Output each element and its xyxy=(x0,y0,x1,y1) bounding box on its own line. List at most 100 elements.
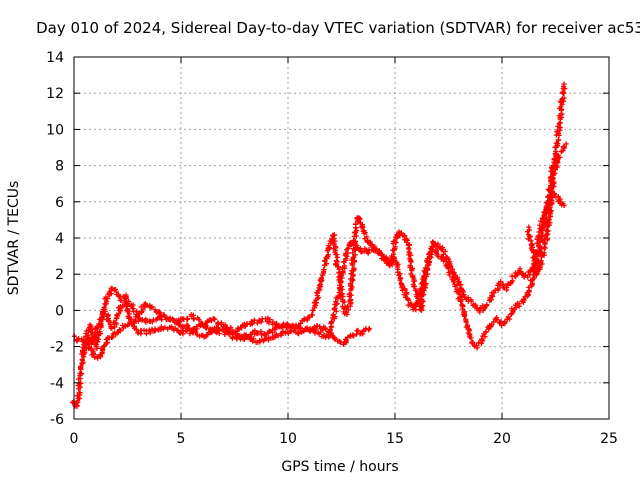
data-point xyxy=(431,243,438,249)
data-point xyxy=(191,316,197,322)
series-track-c xyxy=(79,81,568,361)
data-point xyxy=(329,318,335,325)
data-point xyxy=(549,189,555,195)
data-point xyxy=(135,318,141,324)
data-point xyxy=(391,247,397,253)
data-point xyxy=(397,277,403,283)
data-point xyxy=(384,258,391,264)
data-point xyxy=(554,155,560,161)
data-point xyxy=(524,229,531,235)
data-point xyxy=(337,285,344,291)
data-point xyxy=(337,339,344,345)
data-point xyxy=(213,324,220,330)
data-point xyxy=(468,298,474,304)
data-point xyxy=(502,320,508,326)
data-point xyxy=(558,106,565,112)
data-point xyxy=(249,320,255,326)
data-point xyxy=(480,338,486,344)
data-point xyxy=(350,332,356,338)
data-point xyxy=(101,304,107,310)
data-point xyxy=(529,247,535,253)
data-point xyxy=(357,245,363,252)
data-point xyxy=(561,95,567,101)
data-point xyxy=(133,326,139,332)
data-point xyxy=(353,221,359,227)
data-point xyxy=(405,302,411,308)
data-point xyxy=(79,356,85,363)
data-point xyxy=(126,315,132,322)
data-point xyxy=(309,312,316,318)
data-point xyxy=(229,335,236,341)
data-point xyxy=(118,297,124,304)
y-tick-label: 2 xyxy=(55,267,64,283)
data-point xyxy=(452,283,458,289)
data-point xyxy=(327,327,333,333)
data-point xyxy=(180,324,186,330)
data-point xyxy=(176,329,183,335)
data-point xyxy=(262,316,269,322)
data-point xyxy=(526,284,532,291)
data-point xyxy=(313,327,319,333)
data-point xyxy=(356,216,362,222)
data-point xyxy=(334,254,340,260)
data-point xyxy=(98,320,104,326)
data-point xyxy=(184,322,190,328)
data-point xyxy=(424,259,430,265)
data-point xyxy=(101,343,107,350)
data-point xyxy=(419,298,426,304)
data-point xyxy=(490,293,496,299)
data-point xyxy=(329,324,335,330)
data-point xyxy=(251,336,257,342)
data-point xyxy=(86,345,92,351)
data-point xyxy=(78,363,84,369)
data-point xyxy=(497,319,503,325)
data-point xyxy=(301,316,308,322)
data-point xyxy=(347,297,353,303)
data-point xyxy=(296,330,302,337)
data-point xyxy=(381,256,387,262)
data-point xyxy=(117,328,123,334)
data-point xyxy=(254,331,260,337)
data-point xyxy=(186,325,192,331)
data-point xyxy=(520,296,527,302)
data-point xyxy=(343,306,350,312)
data-point xyxy=(193,329,199,335)
data-point xyxy=(318,275,325,281)
data-point xyxy=(212,316,218,322)
data-point xyxy=(185,315,191,322)
data-point xyxy=(101,343,108,349)
data-point xyxy=(83,333,89,339)
data-point xyxy=(354,328,360,334)
data-point xyxy=(199,321,206,327)
data-point xyxy=(404,237,411,243)
data-point xyxy=(222,322,228,328)
data-point xyxy=(392,244,398,250)
data-point xyxy=(203,325,209,331)
data-point xyxy=(403,291,410,297)
data-point xyxy=(483,329,489,335)
data-point xyxy=(360,329,366,335)
data-point xyxy=(532,261,538,267)
data-point xyxy=(77,370,83,376)
x-tick-label: 0 xyxy=(70,431,79,447)
axis-ticks xyxy=(73,56,610,420)
data-point xyxy=(328,330,334,337)
data-point xyxy=(468,335,474,341)
data-point xyxy=(553,140,559,146)
data-point xyxy=(343,338,350,344)
data-point xyxy=(539,225,546,232)
data-point xyxy=(509,278,516,284)
data-point xyxy=(312,302,319,309)
data-point xyxy=(345,334,351,341)
data-point xyxy=(543,200,549,206)
data-point xyxy=(114,330,120,336)
data-point xyxy=(74,393,80,399)
data-point xyxy=(241,336,248,343)
data-point xyxy=(543,232,549,238)
data-point xyxy=(258,319,264,325)
data-point xyxy=(561,202,567,209)
data-point xyxy=(227,327,233,333)
data-point xyxy=(546,222,552,228)
data-point xyxy=(106,318,112,324)
